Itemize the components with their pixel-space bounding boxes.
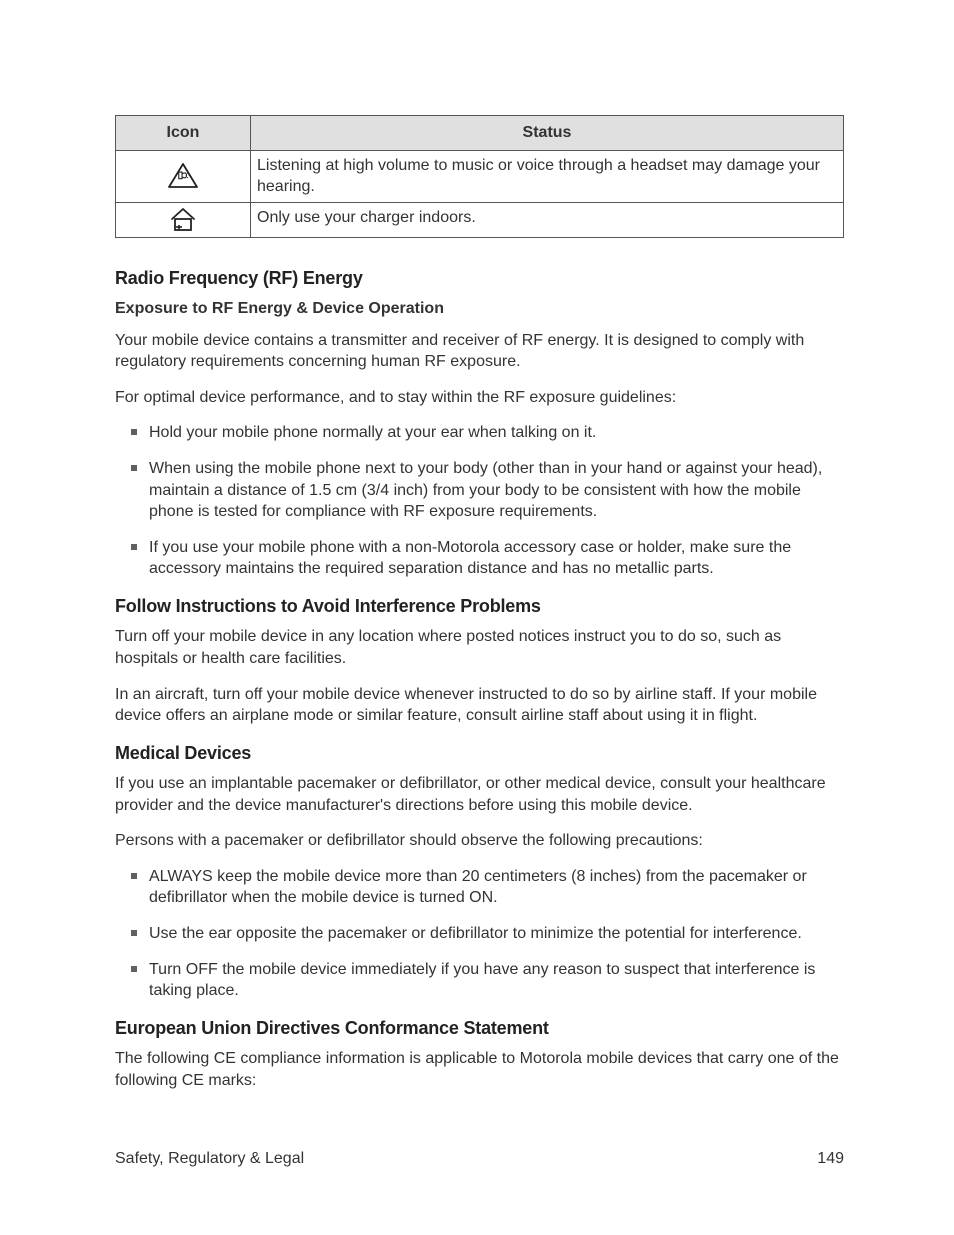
heading-interference: Follow Instructions to Avoid Interferenc…: [115, 594, 844, 618]
paragraph: Your mobile device contains a transmitte…: [115, 330, 844, 373]
list-item: Use the ear opposite the pacemaker or de…: [149, 923, 844, 945]
table-row: Listening at high volume to music or voi…: [116, 150, 844, 202]
footer-page-number: 149: [817, 1148, 844, 1170]
indoor-charger-icon: [116, 202, 251, 237]
heading-medical-devices: Medical Devices: [115, 741, 844, 765]
table-cell-status: Only use your charger indoors.: [251, 202, 844, 237]
rf-bullet-list: Hold your mobile phone normally at your …: [115, 422, 844, 580]
footer-section-title: Safety, Regulatory & Legal: [115, 1148, 304, 1170]
paragraph: If you use an implantable pacemaker or d…: [115, 773, 844, 816]
table-cell-status: Listening at high volume to music or voi…: [251, 150, 844, 202]
paragraph: The following CE compliance information …: [115, 1048, 844, 1091]
page-footer: Safety, Regulatory & Legal 149: [115, 1148, 844, 1170]
heading-rf-energy: Radio Frequency (RF) Energy: [115, 266, 844, 290]
paragraph: For optimal device performance, and to s…: [115, 387, 844, 409]
heading-eu-conformance: European Union Directives Conformance St…: [115, 1016, 844, 1040]
table-header-icon: Icon: [116, 116, 251, 151]
list-item: If you use your mobile phone with a non-…: [149, 537, 844, 580]
hearing-warning-icon: [116, 150, 251, 202]
paragraph: Turn off your mobile device in any locat…: [115, 626, 844, 669]
list-item: ALWAYS keep the mobile device more than …: [149, 866, 844, 909]
table-header-status: Status: [251, 116, 844, 151]
list-item: Turn OFF the mobile device immediately i…: [149, 959, 844, 1002]
medical-bullet-list: ALWAYS keep the mobile device more than …: [115, 866, 844, 1002]
subheading-rf-exposure: Exposure to RF Energy & Device Operation: [115, 298, 844, 320]
icon-status-table: Icon Status Listening at high volume to …: [115, 115, 844, 238]
paragraph: In an aircraft, turn off your mobile dev…: [115, 684, 844, 727]
table-row: Only use your charger indoors.: [116, 202, 844, 237]
paragraph: Persons with a pacemaker or defibrillato…: [115, 830, 844, 852]
list-item: Hold your mobile phone normally at your …: [149, 422, 844, 444]
list-item: When using the mobile phone next to your…: [149, 458, 844, 523]
